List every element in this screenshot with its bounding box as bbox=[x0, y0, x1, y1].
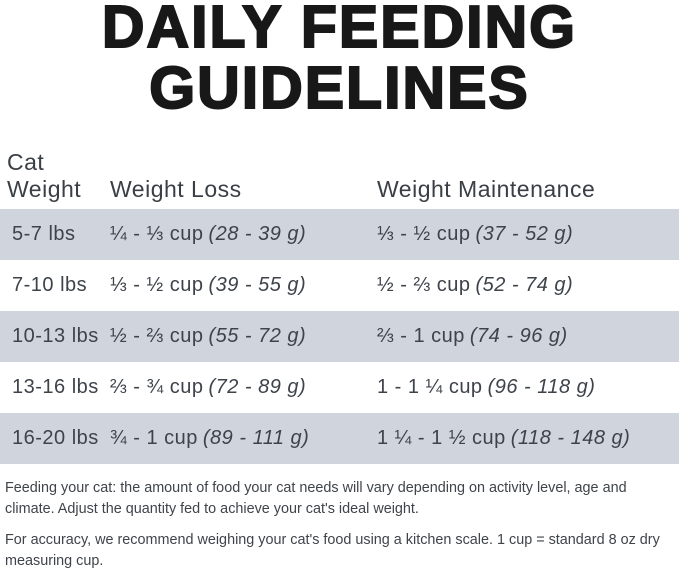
weight-maintenance-value: ⅓ - ½ cup (37 - 52 g) bbox=[377, 208, 679, 260]
header-weight-maintenance: Weight Maintenance bbox=[377, 175, 596, 202]
maintenance-grams: (96 - 118 g) bbox=[487, 375, 596, 398]
title-line-2: GUIDELINES bbox=[148, 54, 530, 121]
maintenance-grams: (52 - 74 g) bbox=[475, 273, 574, 296]
table-row: 13-16 lbs ⅔ - ¾ cup (72 - 89 g) 1 - 1 ¼ c… bbox=[0, 362, 679, 413]
cat-weight-value: 7-10 lbs bbox=[12, 273, 88, 296]
page-title: DAILY FEEDING GUIDELINES bbox=[0, 0, 679, 119]
loss-amount: ⅔ - ¾ cup bbox=[110, 375, 204, 398]
loss-amount: ½ - ⅔ cup bbox=[110, 324, 204, 347]
cat-weight-value: 10-13 lbs bbox=[0, 310, 110, 362]
loss-grams: (89 - 111 g) bbox=[202, 426, 310, 449]
footnotes-section: Feeding your cat: the amount of food you… bbox=[0, 478, 679, 572]
maintenance-amount: ⅔ - 1 cup bbox=[377, 324, 465, 347]
loss-grams: (39 - 55 g) bbox=[208, 273, 307, 296]
footnote-feeding: Feeding your cat: the amount of food you… bbox=[5, 479, 627, 517]
table-row: 16-20 lbs ¾ - 1 cup (89 - 111 g) 1 ¼ - 1 … bbox=[0, 412, 679, 464]
table-header-row: Cat Weight Weight Loss Weight Maintenanc… bbox=[0, 119, 679, 209]
loss-amount: ¼ - ⅓ cup bbox=[110, 222, 204, 245]
weight-maintenance-value: ½ - ⅔ cup (52 - 74 g) bbox=[377, 260, 679, 311]
header-cat-weight: Cat Weight bbox=[7, 149, 82, 202]
table-row: 7-10 lbs ⅓ - ½ cup (39 - 55 g) ½ - ⅔ cup(… bbox=[0, 260, 679, 311]
cat-weight-value: 5-7 lbs bbox=[0, 208, 110, 260]
weight-loss-value: ⅓ - ½ cup (39 - 55 g) bbox=[110, 260, 377, 311]
maintenance-grams: (37 - 52 g) bbox=[475, 222, 574, 245]
weight-loss-value: ⅔ - ¾ cup (72 - 89 g) bbox=[110, 362, 377, 413]
maintenance-amount: ⅓ - ½ cup bbox=[377, 222, 471, 245]
weight-maintenance-value: ⅔ - 1 cup (74 - 96 g) bbox=[377, 310, 679, 362]
loss-grams: (72 - 89 g) bbox=[208, 375, 307, 398]
cat-weight-value: 16-20 lbs bbox=[0, 412, 110, 464]
maintenance-amount: 1 - 1 ¼ cup bbox=[377, 375, 483, 398]
weight-maintenance-value: 1 - 1 ¼ cup (96 - 118 g) bbox=[377, 362, 679, 413]
maintenance-amount: ½ - ⅔ cup bbox=[377, 273, 471, 296]
loss-grams: (28 - 39 g) bbox=[208, 222, 307, 245]
table-row: 5-7 lbs ¼ - ⅓ cup (28 - 39 g) ⅓ - ½ cup (3… bbox=[0, 208, 679, 260]
feeding-table: Cat Weight Weight Loss Weight Maintenanc… bbox=[0, 119, 679, 464]
title-line-1: DAILY FEEDING bbox=[101, 0, 578, 60]
footnote-accuracy: For accuracy, we recommend weighing your… bbox=[5, 531, 660, 569]
weight-loss-value: ½ - ⅔ cup (55 - 72 g) bbox=[110, 310, 377, 362]
loss-grams: (55 - 72 g) bbox=[208, 324, 307, 347]
weight-maintenance-value: 1 ¼ - 1 ½ cup (118 - 148 g) bbox=[377, 412, 679, 464]
header-weight-loss: Weight Loss bbox=[110, 175, 242, 202]
maintenance-grams: (118 - 148 g) bbox=[510, 426, 631, 449]
weight-loss-value: ¼ - ⅓ cup (28 - 39 g) bbox=[110, 208, 377, 260]
loss-amount: ⅓ - ½ cup bbox=[110, 273, 204, 296]
maintenance-grams: (74 - 96 g) bbox=[469, 324, 568, 347]
cat-weight-value: 13-16 lbs bbox=[12, 375, 99, 398]
loss-amount: ¾ - 1 cup bbox=[110, 426, 198, 449]
table-row: 10-13 lbs ½ - ⅔ cup (55 - 72 g) ⅔ - 1 cup… bbox=[0, 310, 679, 362]
weight-loss-value: ¾ - 1 cup (89 - 111 g) bbox=[110, 412, 377, 464]
maintenance-amount: 1 ¼ - 1 ½ cup bbox=[377, 426, 506, 449]
